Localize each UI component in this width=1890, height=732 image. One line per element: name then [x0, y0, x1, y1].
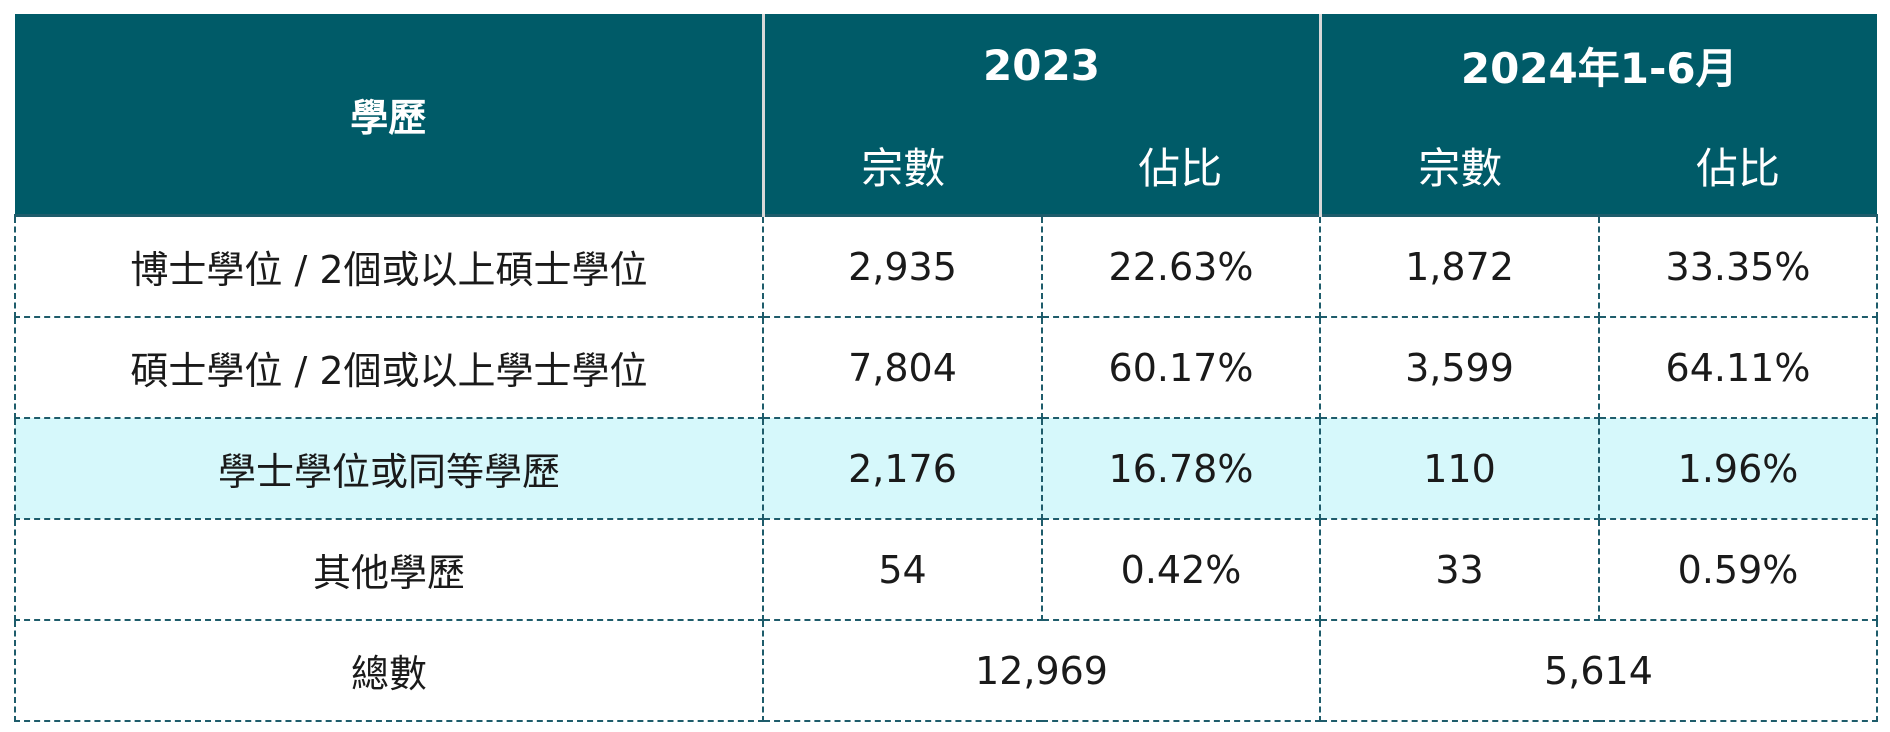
header-row-periods: 學歷 2023 2024年1-6月: [15, 14, 1877, 216]
share-2023-cell: 22.63%: [1041, 214, 1321, 318]
share-2023-header: 佔比: [1042, 117, 1322, 216]
count-2023-cell: 2,176: [762, 417, 1043, 520]
period-2023-header: 2023: [763, 14, 1322, 117]
count-2024-cell: 3,599: [1319, 316, 1600, 419]
count-2023-cell: 54: [762, 518, 1043, 621]
share-2023-cell: 0.42%: [1041, 518, 1321, 621]
share-2024-cell: 1.96%: [1598, 417, 1878, 520]
share-2024-cell: 64.11%: [1598, 316, 1878, 419]
row-label: 學士學位或同等學歷: [14, 417, 764, 520]
table-row: 博士學位 / 2個或以上碩士學位 2,935 22.63% 1,872 33.3…: [14, 214, 1878, 318]
count-2024-cell: 33: [1319, 518, 1600, 621]
count-2023-cell: 7,804: [762, 316, 1043, 419]
count-2024-cell: 110: [1319, 417, 1600, 520]
table-row: 碩士學位 / 2個或以上學士學位 7,804 60.17% 3,599 64.1…: [14, 316, 1878, 419]
education-table-container: 學歷 2023 2024年1-6月 宗數 佔比 宗數 佔比 博士學位 / 2個或…: [14, 14, 1878, 722]
row-label: 其他學歷: [14, 518, 764, 621]
total-row: 總數 12,969 5,614: [14, 619, 1878, 722]
header-row-metrics: 宗數 佔比 宗數 佔比: [15, 117, 1877, 216]
total-label: 總數: [14, 619, 764, 722]
share-2024-header: 佔比: [1599, 117, 1877, 216]
count-2023-cell: 2,935: [762, 214, 1043, 318]
period-2024-header: 2024年1-6月: [1320, 14, 1877, 117]
table-row-highlighted: 學士學位或同等學歷 2,176 16.78% 110 1.96%: [14, 417, 1878, 520]
table-row: 其他學歷 54 0.42% 33 0.59%: [14, 518, 1878, 621]
row-label: 碩士學位 / 2個或以上學士學位: [14, 316, 764, 419]
count-2023-header: 宗數: [763, 117, 1042, 216]
share-2023-cell: 60.17%: [1041, 316, 1321, 419]
total-2024-cell: 5,614: [1319, 619, 1878, 722]
count-2024-header: 宗數: [1320, 117, 1599, 216]
share-2024-cell: 0.59%: [1598, 518, 1878, 621]
count-2024-cell: 1,872: [1319, 214, 1600, 318]
total-2023-cell: 12,969: [762, 619, 1321, 722]
share-2024-cell: 33.35%: [1598, 214, 1878, 318]
education-column-header: 學歷: [15, 14, 765, 216]
education-statistics-table: 學歷 2023 2024年1-6月 宗數 佔比 宗數 佔比 博士學位 / 2個或…: [14, 14, 1878, 722]
row-label: 博士學位 / 2個或以上碩士學位: [14, 214, 764, 318]
share-2023-cell: 16.78%: [1041, 417, 1321, 520]
